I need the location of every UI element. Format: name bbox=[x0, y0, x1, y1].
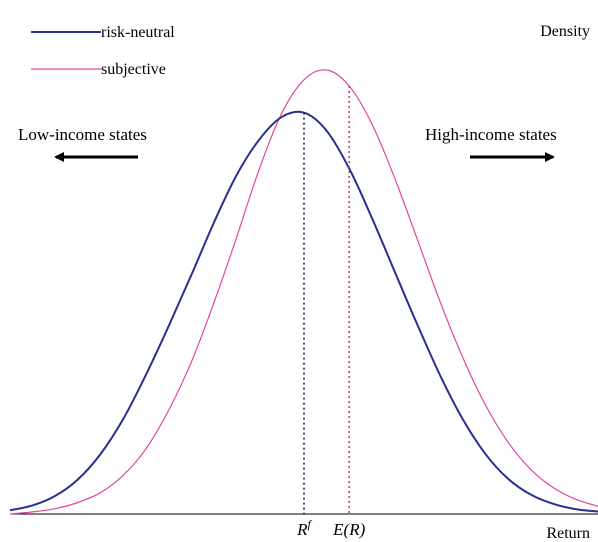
annotation-low-income: Low-income states bbox=[18, 125, 147, 144]
x-axis-label: Return bbox=[546, 525, 590, 542]
series-line-risk-neutral bbox=[9, 110, 598, 513]
marker-label-expected-return: E(R) bbox=[332, 520, 365, 539]
legend-label-subjective: subjective bbox=[101, 61, 166, 78]
y-axis-label: Density bbox=[540, 23, 590, 40]
legend: risk-neutral subjective bbox=[31, 24, 175, 78]
annotation-high-income: High-income states bbox=[425, 125, 557, 144]
marker-label-risk-free: Rf bbox=[296, 517, 312, 539]
legend-label-risk-neutral: risk-neutral bbox=[101, 24, 175, 41]
series-line-subjective bbox=[9, 69, 598, 515]
